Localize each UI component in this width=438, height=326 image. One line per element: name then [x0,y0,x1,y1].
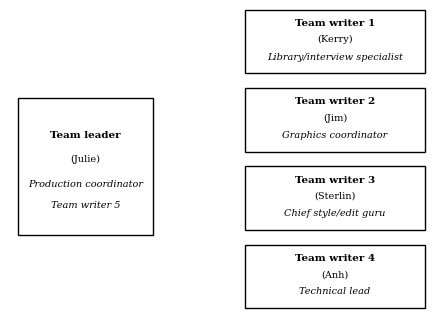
Text: (Julie): (Julie) [71,155,100,164]
Text: (Anh): (Anh) [321,270,349,279]
Text: Team writer 5: Team writer 5 [51,201,120,210]
Text: Technical lead: Technical lead [300,288,371,296]
FancyBboxPatch shape [245,10,425,73]
FancyBboxPatch shape [18,98,153,235]
FancyBboxPatch shape [245,244,425,308]
Text: Team writer 3: Team writer 3 [295,176,375,185]
Text: (Jim): (Jim) [323,114,347,123]
Text: Graphics coordinator: Graphics coordinator [283,131,388,140]
Text: Production coordinator: Production coordinator [28,180,143,189]
Text: Library/interview specialist: Library/interview specialist [267,53,403,62]
FancyBboxPatch shape [245,88,425,152]
Text: Team leader: Team leader [50,131,121,140]
Text: (Sterlin): (Sterlin) [314,192,356,201]
Text: Team writer 2: Team writer 2 [295,97,375,106]
Text: Team writer 4: Team writer 4 [295,254,375,263]
Text: Team writer 1: Team writer 1 [295,19,375,28]
FancyBboxPatch shape [245,166,425,230]
Text: (Kerry): (Kerry) [317,36,353,44]
Text: Chief style/edit guru: Chief style/edit guru [284,209,386,218]
